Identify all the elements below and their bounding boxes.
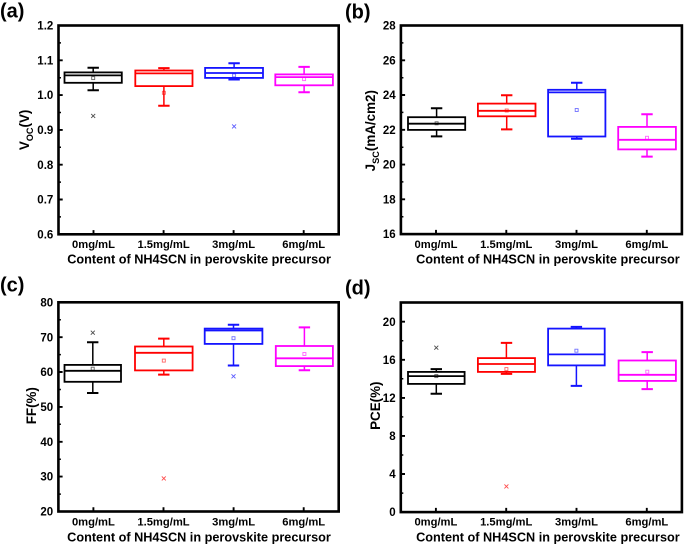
svg-text:6mg/mL: 6mg/mL bbox=[625, 239, 668, 251]
svg-text:Content of NH4SCN in perovskit: Content of NH4SCN in perovskite precurso… bbox=[416, 253, 680, 267]
svg-text:0mg/mL: 0mg/mL bbox=[72, 239, 115, 251]
svg-text:22: 22 bbox=[383, 125, 396, 137]
svg-text:30: 30 bbox=[40, 472, 53, 484]
svg-text:20: 20 bbox=[40, 507, 53, 519]
svg-text:1.5mg/mL: 1.5mg/mL bbox=[137, 516, 189, 528]
svg-text:3mg/mL: 3mg/mL bbox=[555, 239, 598, 251]
svg-text:3mg/mL: 3mg/mL bbox=[212, 516, 255, 528]
svg-text:20: 20 bbox=[383, 160, 396, 172]
svg-text:(c): (c) bbox=[0, 275, 24, 297]
svg-text:0mg/mL: 0mg/mL bbox=[72, 516, 115, 528]
svg-text:16: 16 bbox=[383, 229, 396, 241]
svg-text:26: 26 bbox=[383, 55, 396, 67]
svg-text:40: 40 bbox=[40, 437, 53, 449]
svg-text:FF(%): FF(%) bbox=[24, 387, 39, 424]
svg-text:0.7: 0.7 bbox=[37, 195, 53, 207]
svg-text:1.5mg/mL: 1.5mg/mL bbox=[480, 239, 532, 251]
svg-text:Content of NH4SCN in perovskit: Content of NH4SCN in perovskite precurso… bbox=[416, 530, 680, 544]
svg-text:20: 20 bbox=[383, 317, 396, 329]
svg-text:Content of NH4SCN in perovskit: Content of NH4SCN in perovskite precurso… bbox=[67, 530, 331, 544]
svg-text:24: 24 bbox=[383, 90, 396, 102]
svg-text:Content of NH4SCN in perovskit: Content of NH4SCN in perovskite precurso… bbox=[67, 253, 331, 267]
svg-text:28: 28 bbox=[383, 21, 396, 33]
svg-text:(b): (b) bbox=[345, 2, 371, 24]
svg-text:6mg/mL: 6mg/mL bbox=[282, 239, 325, 251]
svg-text:1.2: 1.2 bbox=[37, 21, 53, 33]
svg-text:50: 50 bbox=[40, 402, 53, 414]
svg-text:8: 8 bbox=[389, 431, 396, 443]
svg-text:3mg/mL: 3mg/mL bbox=[555, 516, 598, 528]
svg-text:60: 60 bbox=[40, 367, 53, 379]
svg-text:70: 70 bbox=[40, 332, 53, 344]
svg-text:1.5mg/mL: 1.5mg/mL bbox=[137, 239, 189, 251]
svg-text:0.8: 0.8 bbox=[37, 160, 54, 172]
svg-text:4: 4 bbox=[389, 469, 396, 481]
svg-text:1.1: 1.1 bbox=[37, 55, 54, 67]
svg-text:JSC(mA/cm2): JSC(mA/cm2) bbox=[363, 90, 381, 171]
svg-text:18: 18 bbox=[383, 194, 396, 206]
svg-text:PCE(%): PCE(%) bbox=[368, 382, 383, 430]
svg-text:6mg/mL: 6mg/mL bbox=[282, 516, 325, 528]
svg-text:1.0: 1.0 bbox=[37, 90, 53, 102]
svg-text:0mg/mL: 0mg/mL bbox=[415, 239, 458, 251]
svg-text:1.5mg/mL: 1.5mg/mL bbox=[480, 516, 532, 528]
svg-text:80: 80 bbox=[40, 297, 53, 309]
svg-text:0mg/mL: 0mg/mL bbox=[414, 516, 457, 528]
svg-text:0: 0 bbox=[389, 507, 395, 519]
svg-text:6mg/mL: 6mg/mL bbox=[625, 516, 668, 528]
svg-text:0.6: 0.6 bbox=[37, 229, 53, 241]
svg-text:3mg/mL: 3mg/mL bbox=[212, 239, 255, 251]
svg-text:12: 12 bbox=[383, 393, 396, 405]
svg-text:0.9: 0.9 bbox=[37, 125, 53, 137]
svg-text:16: 16 bbox=[383, 355, 396, 367]
svg-text:(d): (d) bbox=[345, 277, 371, 299]
svg-text:(a): (a) bbox=[0, 1, 24, 23]
